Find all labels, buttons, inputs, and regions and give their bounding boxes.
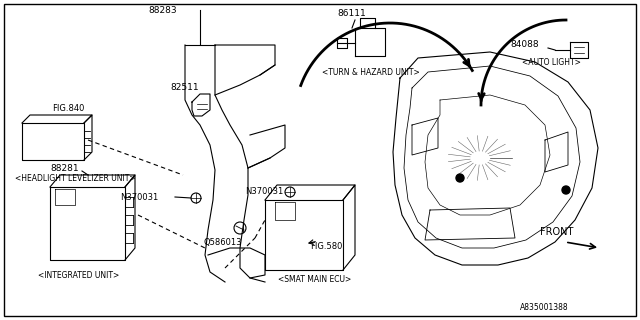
Text: Q586013: Q586013 [203,237,241,246]
Text: FRONT: FRONT [540,227,573,237]
Text: 86111: 86111 [337,9,365,18]
Text: A835001388: A835001388 [520,303,568,313]
Text: N370031: N370031 [120,193,158,202]
Text: <AUTO LIGHT>: <AUTO LIGHT> [522,58,581,67]
Text: FIG.580: FIG.580 [310,242,342,251]
Circle shape [562,186,570,194]
Text: 88281: 88281 [50,164,79,172]
Text: FIG.840: FIG.840 [52,103,84,113]
Text: 84088: 84088 [510,39,539,49]
Text: 88283: 88283 [148,5,177,14]
Circle shape [456,174,464,182]
Text: <HEADLIGHT LEVELIZER UNIT>: <HEADLIGHT LEVELIZER UNIT> [15,173,136,182]
Text: <INTEGRATED UNIT>: <INTEGRATED UNIT> [38,270,119,279]
Text: 82511: 82511 [170,83,198,92]
Text: N370031: N370031 [245,187,284,196]
Text: <TURN & HAZARD UNIT>: <TURN & HAZARD UNIT> [322,68,420,76]
Text: <SMAT MAIN ECU>: <SMAT MAIN ECU> [278,276,351,284]
